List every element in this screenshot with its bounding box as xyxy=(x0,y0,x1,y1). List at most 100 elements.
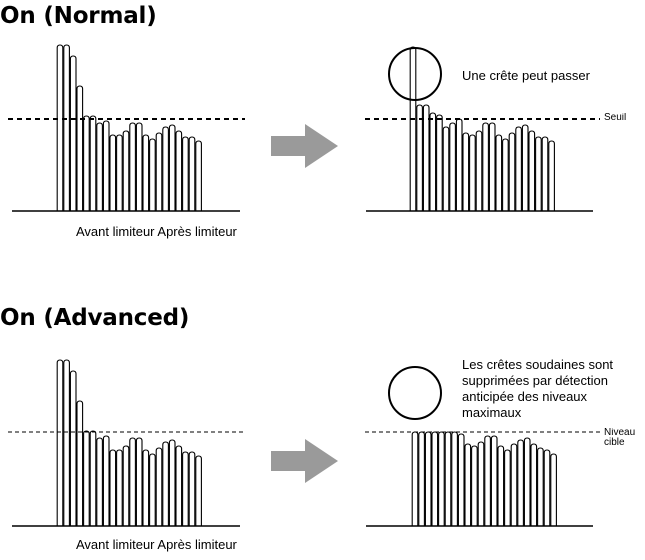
waveform-pulse xyxy=(69,55,77,211)
waveform-pulse xyxy=(457,433,465,526)
waveform-pulse xyxy=(482,122,489,211)
waveform-pulse xyxy=(129,122,136,211)
waveform-pulse xyxy=(149,138,156,211)
waveform-pulse xyxy=(195,455,202,526)
waveform-before-advanced xyxy=(56,359,202,526)
waveform-pulse xyxy=(129,437,136,526)
waveform-pulse xyxy=(83,115,90,211)
waveform-pulse xyxy=(83,430,90,526)
waveform-pulse xyxy=(502,138,509,211)
waveform-pulse xyxy=(449,122,456,211)
waveform-pulse xyxy=(444,431,452,526)
section-title-advanced: On (Advanced) xyxy=(0,305,190,331)
waveform-pulse xyxy=(528,130,536,211)
waveform-pulse xyxy=(142,134,150,211)
waveform-pulse xyxy=(462,132,470,211)
waveform-pulse xyxy=(89,430,97,526)
waveform-pulse xyxy=(175,445,183,526)
waveform-pulse xyxy=(102,120,110,211)
waveform-pulse xyxy=(149,453,156,526)
threshold-label-advanced: Niveau cible xyxy=(604,428,636,448)
waveform-pulse xyxy=(475,130,483,211)
waveform-after-advanced xyxy=(411,431,557,526)
waveform-pulse xyxy=(424,431,432,526)
waveform-pulse xyxy=(155,447,163,526)
waveform-pulse xyxy=(63,44,70,211)
waveform-pulse xyxy=(96,122,103,211)
waveform-pulse xyxy=(96,437,103,526)
waveform-pulse xyxy=(409,46,417,211)
threshold-label-normal: Seuil xyxy=(604,113,627,123)
waveform-pulse xyxy=(508,132,516,211)
annotation-advanced: Les crêtes soudaines sont supprimées par… xyxy=(462,357,614,420)
waveform-pulse xyxy=(490,435,498,526)
waveform-pulse xyxy=(175,130,183,211)
annotation-normal: Une crête peut passer xyxy=(462,68,590,83)
waveform-pulse xyxy=(162,441,169,526)
waveform-pulse xyxy=(543,449,551,526)
waveform-pulse xyxy=(109,134,117,211)
waveform-pulse xyxy=(431,431,439,526)
waveform-pulse xyxy=(541,136,549,211)
waveform-pulse xyxy=(517,439,524,526)
waveform-pulse xyxy=(418,431,425,526)
waveform-pulse xyxy=(535,136,542,211)
waveform-pulse xyxy=(135,122,143,211)
waveform-pulse xyxy=(89,115,97,211)
right-arrow-icon xyxy=(271,439,338,483)
waveform-pulse xyxy=(122,130,130,211)
waveform-pulse xyxy=(469,134,476,211)
right-arrow-icon xyxy=(271,124,338,168)
circle-highlight-icon xyxy=(388,47,442,101)
waveform-pulse xyxy=(411,431,419,526)
waveform-pulse xyxy=(69,370,77,526)
waveform-pulse xyxy=(76,400,84,526)
waveform-pulse xyxy=(422,104,430,211)
waveform-pulse xyxy=(477,441,485,526)
waveform-pulse xyxy=(168,439,176,526)
waveform-pulse xyxy=(471,445,478,526)
waveform-pulse xyxy=(548,140,555,211)
waveform-pulse xyxy=(182,451,189,526)
waveform-pulse xyxy=(521,124,529,211)
waveform-pulse xyxy=(416,104,423,211)
waveform-pulse xyxy=(484,435,491,526)
waveform-pulse xyxy=(510,443,518,526)
waveform-pulse xyxy=(495,134,503,211)
waveform-pulse xyxy=(56,44,64,211)
waveform-pulse xyxy=(168,124,176,211)
waveform-pulse xyxy=(188,451,196,526)
waveform-pulse xyxy=(122,445,130,526)
waveform-pulse xyxy=(429,112,437,211)
waveform-pulse xyxy=(162,126,169,211)
waveform-pulse xyxy=(63,359,70,526)
waveform-pulse xyxy=(455,118,463,211)
waveform-pulse xyxy=(116,134,123,211)
waveform-pulse xyxy=(76,85,84,211)
waveform-pulse xyxy=(523,437,531,526)
waveform-pulse xyxy=(116,449,123,526)
waveform-pulse xyxy=(188,136,196,211)
waveform-pulse xyxy=(135,437,143,526)
waveform-pulse xyxy=(530,443,538,526)
waveform-pulse xyxy=(488,122,496,211)
waveform-pulse xyxy=(442,126,450,211)
caption-normal: Avant limiteur Après limiteur xyxy=(76,224,237,239)
waveform-pulse xyxy=(504,449,511,526)
waveform-before-normal xyxy=(56,44,202,211)
waveform-pulse xyxy=(438,431,445,526)
waveform-pulse xyxy=(497,445,505,526)
waveform-pulse xyxy=(195,140,202,211)
waveform-pulse xyxy=(56,359,64,526)
waveform-pulse xyxy=(537,447,544,526)
waveform-pulse xyxy=(436,114,443,211)
circle-highlight-icon xyxy=(388,366,442,420)
waveform-pulse xyxy=(102,435,110,526)
waveform-after-normal xyxy=(409,46,555,211)
waveform-pulse xyxy=(464,443,472,526)
section-title-normal: On (Normal) xyxy=(0,3,157,29)
waveform-pulse xyxy=(142,449,150,526)
waveform-pulse xyxy=(182,136,189,211)
caption-advanced: Avant limiteur Après limiteur xyxy=(76,537,237,552)
